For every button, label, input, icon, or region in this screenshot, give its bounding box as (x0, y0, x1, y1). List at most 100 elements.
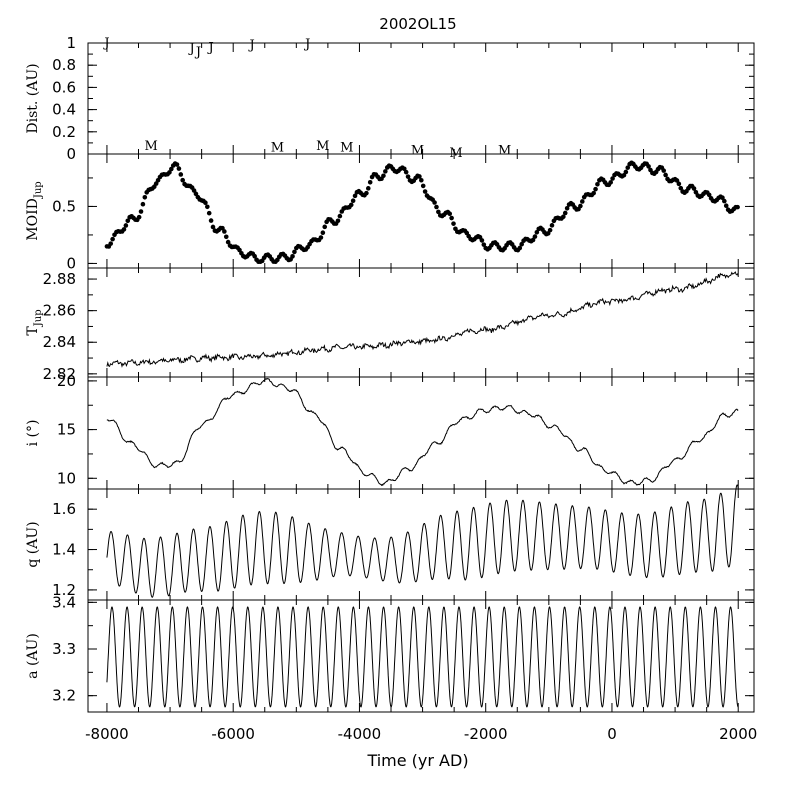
moid-point (735, 204, 740, 210)
moid-point (383, 169, 388, 174)
moid-point (403, 169, 409, 175)
encounter-marker-M: M (271, 140, 284, 155)
tjup-frame (87, 267, 755, 378)
panel-incl: 10 15 20 i (°) (25, 372, 755, 490)
moid-point (436, 209, 441, 215)
moid-point (678, 185, 684, 191)
moid-point (610, 176, 615, 181)
moid-point (142, 194, 148, 200)
panel-moid: 0 0.5 MOIDJup (25, 153, 755, 272)
moid-point (608, 180, 613, 185)
moid-point (625, 165, 631, 170)
moid-point (350, 198, 356, 204)
moid-point (169, 166, 174, 172)
encounter-marker-J: J (206, 40, 213, 55)
x-tick-label: 0 (607, 725, 617, 743)
moid-point (401, 166, 407, 172)
dist-ytick-label: 0.4 (52, 101, 76, 119)
moid-point (674, 178, 680, 183)
moid-point (593, 186, 598, 192)
moid-point (337, 213, 343, 219)
tjup-y-label: TJup (25, 309, 44, 335)
moid-point (561, 214, 566, 220)
moid-point (422, 189, 428, 194)
x-tick-label: -2000 (464, 725, 508, 743)
moid-point (481, 242, 487, 247)
tjup-line (106, 271, 739, 368)
moid-point (367, 180, 373, 185)
moid-point (417, 174, 422, 179)
moid-point (110, 236, 115, 242)
moid-point (205, 204, 210, 210)
q-ytick-label: 1.4 (52, 541, 76, 559)
tjup-ytick-label: 2.84 (43, 333, 76, 351)
moid-point (623, 169, 629, 175)
moid-point (290, 254, 295, 259)
moid-point (420, 183, 426, 189)
encounter-marker-J: J (194, 45, 201, 60)
moid-point (180, 177, 185, 183)
encounter-marker-J: J (248, 38, 255, 53)
moid-point (206, 210, 212, 216)
moid-point (519, 241, 524, 247)
x-tick-label: 2000 (719, 725, 757, 743)
encounter-marker-M: M (316, 139, 329, 154)
chart-title: 2002OL15 (379, 15, 456, 33)
q-ytick-label: 1.2 (52, 581, 76, 599)
moid-point (432, 200, 437, 205)
moid-point (646, 164, 651, 169)
tjup-ytick-label: 2.88 (43, 270, 76, 288)
encounter-marker-M: M (144, 139, 157, 154)
moid-point (534, 229, 540, 235)
moid-point (479, 238, 485, 243)
x-tick-label: -4000 (338, 725, 382, 743)
encounter-marker-J: J (102, 36, 109, 51)
moid-point (136, 214, 142, 220)
dist-ytick-label: 1 (66, 34, 76, 52)
tjup-ytick-label: 2.86 (43, 302, 76, 320)
moid-point (661, 168, 667, 173)
a-ytick-label: 3.2 (52, 687, 76, 705)
a-ytick-label: 3.3 (52, 640, 76, 658)
moid-point (176, 166, 182, 171)
encounter-marker-J: J (303, 37, 310, 52)
q-y-label: q (AU) (25, 521, 41, 567)
encounter-marker-M: M (340, 140, 353, 155)
encounter-marker-M: M (411, 144, 424, 159)
moid-point (352, 193, 358, 199)
moid-point (210, 224, 216, 230)
dist-ytick-label: 0.8 (52, 56, 76, 74)
moid-point (123, 223, 129, 228)
moid-point (419, 177, 424, 183)
moid-point (722, 198, 727, 204)
moid-point (530, 237, 536, 243)
dist-ytick-label: 0.6 (52, 78, 76, 96)
moid-point (562, 210, 568, 216)
moid-point (381, 173, 386, 179)
a-y-label-text: a (AU) (25, 633, 41, 679)
moid-point (549, 223, 555, 228)
encounter-marker-J: J (188, 42, 195, 57)
inclination-line (106, 377, 739, 487)
moid-point (595, 181, 600, 187)
moid-y-label: MOIDJup (25, 181, 44, 240)
incl-y-label-text: i (°) (25, 420, 41, 447)
moid-point (564, 205, 570, 211)
dist-ytick-label: 0 (66, 145, 76, 163)
dist-ytick-label: 0.2 (52, 123, 76, 141)
tjup-ytick-label: 2.82 (43, 365, 76, 383)
moid-point (208, 218, 214, 223)
moid-point (547, 227, 553, 233)
x-tick-label: -8000 (85, 725, 129, 743)
moid-point (167, 170, 172, 175)
moid-point (178, 172, 184, 177)
tjup-y-label-subscript: Jup (33, 309, 44, 327)
panel-a: 3.2 3.3 3.4 a (AU) -8000 -6000 -4000 -2000 0 2000 (25, 593, 757, 743)
moid-point (451, 221, 456, 226)
moid-point (174, 162, 180, 167)
moid-point (447, 211, 453, 217)
moid-point (125, 218, 131, 224)
incl-ytick-label: 20 (57, 372, 76, 390)
moid-point (222, 229, 227, 234)
moid-point (140, 201, 146, 207)
